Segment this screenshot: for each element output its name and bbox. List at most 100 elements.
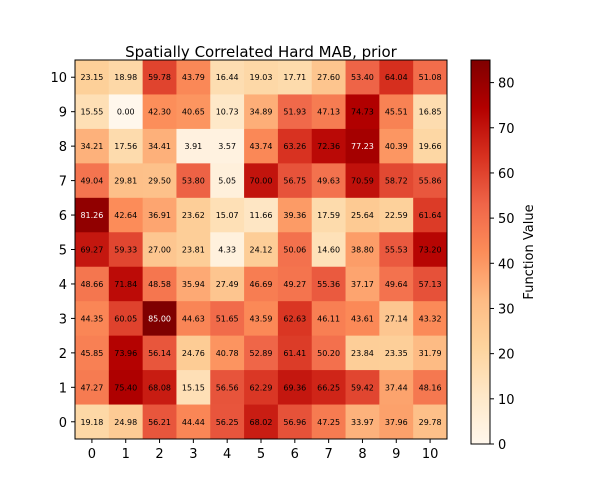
cell-value-label: 47.25 xyxy=(317,418,340,427)
cell-value-label: 71.84 xyxy=(114,280,137,289)
heatmap-cell xyxy=(75,404,110,440)
cell-value-label: 15.55 xyxy=(80,108,103,117)
cell-value-label: 69.36 xyxy=(283,383,306,392)
cell-value-label: 56.75 xyxy=(283,177,306,186)
cell-value-label: 17.56 xyxy=(114,142,137,151)
cell-value-label: 50.06 xyxy=(283,246,306,255)
cell-value-label: 46.69 xyxy=(250,280,273,289)
cell-value-label: 59.78 xyxy=(148,73,171,82)
cell-value-label: 31.79 xyxy=(419,349,442,358)
heatmap-cell xyxy=(75,163,110,199)
heatmap-cell xyxy=(210,232,245,268)
heatmap-cell xyxy=(311,335,346,371)
y-tick-label: 8 xyxy=(59,140,67,155)
cell-value-label: 77.23 xyxy=(351,142,374,151)
x-axis: 0 1 2 3 4 5 6 7 8 9 10 xyxy=(88,439,438,462)
cell-value-label: 42.64 xyxy=(114,211,137,220)
cell-value-label: 39.36 xyxy=(283,211,306,220)
cell-value-label: 59.33 xyxy=(114,246,137,255)
cell-value-label: 56.14 xyxy=(148,349,171,358)
cell-value-label: 3.91 xyxy=(184,142,202,151)
cell-value-label: 49.64 xyxy=(385,280,408,289)
cell-value-label: 70.00 xyxy=(250,177,273,186)
heatmap-cell xyxy=(142,94,177,130)
heatmap-cell xyxy=(142,301,177,337)
cell-value-label: 47.27 xyxy=(80,383,103,392)
x-tick-label: 4 xyxy=(223,447,231,462)
cell-value-label: 19.18 xyxy=(80,418,103,427)
heatmap-cell xyxy=(75,197,110,233)
heatmap-cell xyxy=(311,197,346,233)
heatmap-cell xyxy=(379,232,414,268)
heatmap-cell xyxy=(75,94,110,130)
heatmap-cell xyxy=(413,60,448,95)
y-tick-label: 3 xyxy=(59,312,67,327)
cell-value-label: 16.44 xyxy=(216,73,239,82)
cell-value-label: 4.33 xyxy=(218,246,236,255)
cell-value-label: 73.96 xyxy=(114,349,137,358)
heatmap-cell xyxy=(345,94,380,130)
heatmap-cell xyxy=(277,335,313,371)
heatmap-cell xyxy=(413,94,448,130)
heatmap-cell xyxy=(413,232,448,268)
cell-value-label: 33.97 xyxy=(351,418,374,427)
cell-value-label: 27.00 xyxy=(148,246,171,255)
heatmap-cell xyxy=(142,370,177,405)
cell-value-label: 34.21 xyxy=(80,142,103,151)
cell-value-label: 53.40 xyxy=(351,73,374,82)
heatmap-cell xyxy=(345,301,380,337)
cell-value-label: 37.96 xyxy=(385,418,408,427)
heatmap-cell xyxy=(345,128,380,164)
y-tick-label: 1 xyxy=(59,381,67,396)
heatmap-cell xyxy=(413,301,448,337)
cell-value-label: 56.25 xyxy=(216,418,239,427)
heatmap-cell xyxy=(210,335,245,371)
cell-value-label: 44.44 xyxy=(182,418,205,427)
cell-value-label: 55.36 xyxy=(317,280,340,289)
heatmap-cell xyxy=(413,163,448,199)
x-tick-label: 1 xyxy=(122,447,130,462)
heatmap-cell xyxy=(379,128,414,164)
heatmap-cell xyxy=(311,370,346,405)
cell-value-label: 27.14 xyxy=(385,314,408,323)
cell-value-label: 25.64 xyxy=(351,211,374,220)
cell-value-label: 57.13 xyxy=(419,280,442,289)
heatmap-cell xyxy=(345,335,380,371)
cell-value-label: 35.94 xyxy=(182,280,205,289)
cell-value-label: 27.60 xyxy=(317,73,340,82)
heatmap-cell xyxy=(176,94,211,130)
heatmap-cell xyxy=(277,94,313,130)
cell-value-label: 38.80 xyxy=(351,246,374,255)
heatmap-cell xyxy=(75,128,110,164)
heatmap-cell xyxy=(244,197,279,233)
colorbar-tick-label: 0 xyxy=(498,438,506,453)
heatmap-cell xyxy=(345,266,380,302)
heatmap-cell xyxy=(244,94,279,130)
heatmap-cell xyxy=(277,266,313,302)
cell-value-label: 43.79 xyxy=(182,73,205,82)
colorbar-tick-label: 70 xyxy=(498,122,515,137)
heatmap-cell xyxy=(277,370,313,405)
heatmap-cell xyxy=(311,94,346,130)
heatmap-cell xyxy=(345,163,380,199)
cell-value-label: 40.78 xyxy=(216,349,239,358)
heatmap-cell xyxy=(176,370,211,405)
heatmap-cell xyxy=(379,163,414,199)
heatmap-cell xyxy=(244,266,279,302)
y-tick-label: 9 xyxy=(59,106,67,121)
heatmap-cell xyxy=(210,197,245,233)
cell-value-label: 11.66 xyxy=(250,211,273,220)
x-tick-label: 2 xyxy=(155,447,163,462)
cell-value-label: 36.91 xyxy=(148,211,171,220)
heatmap-cell xyxy=(413,404,448,440)
cell-value-label: 48.58 xyxy=(148,280,171,289)
cell-value-label: 48.66 xyxy=(80,280,103,289)
heatmap-cell xyxy=(311,60,346,95)
x-tick-label: 6 xyxy=(291,447,299,462)
heatmap-cell xyxy=(244,370,279,405)
heatmap-cell xyxy=(176,301,211,337)
heatmap-cell xyxy=(108,163,144,199)
colorbar-label: Function Value xyxy=(522,204,537,299)
cell-value-label: 75.40 xyxy=(114,383,137,392)
